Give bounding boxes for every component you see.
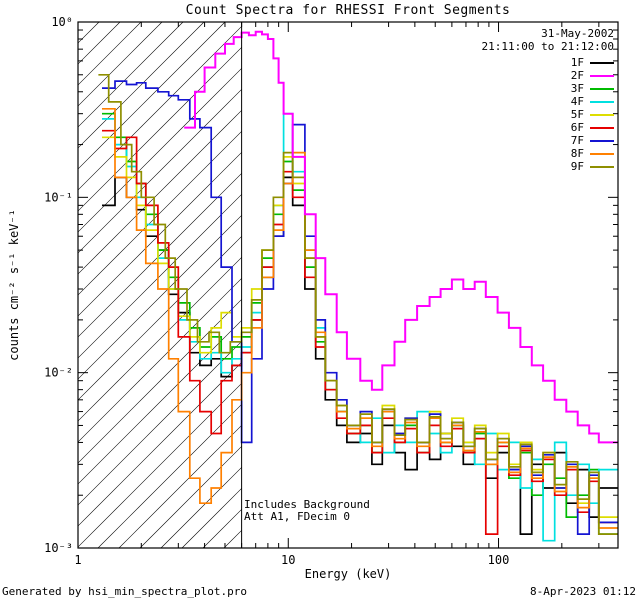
legend-line-sample [590,152,614,155]
legend-line-sample [590,113,614,116]
legend-label: 8F [570,147,584,160]
y-tick-label: 10⁻² [44,366,73,380]
tick-labels: 1 10 100 10⁻³ 10⁻² 10⁻¹ 10⁰ [44,15,509,567]
x-tick-label: 1 [74,553,81,567]
legend-line-sample [590,100,614,103]
legend-row-4F: 4F [571,95,614,108]
y-tick-label: 10⁻³ [44,541,73,555]
legend-row-2F: 2F [571,69,614,82]
legend-label: 6F [570,121,584,134]
chart-title: Count Spectra for RHESSI Front Segments [185,3,511,18]
legend-row-6F: 6F [571,121,614,134]
legend-label: 1F [570,56,584,69]
series-4F [102,112,618,542]
series-2F [184,30,618,444]
legend-label: 5F [570,108,584,121]
legend-label: 2F [570,69,584,82]
series-6F [102,129,618,535]
detector-legend: 1F 2F 3F 4F 5F 6F 7F 8F 9F [571,56,614,173]
legend-label: 4F [570,95,584,108]
generation-timestamp: 8-Apr-2023 01:12 [530,585,636,598]
legend-row-9F: 9F [571,160,614,173]
legend-row-3F: 3F [571,82,614,95]
generated-by-text: Generated by hsi_min_spectra_plot.pro [2,585,248,598]
legend-row-7F: 7F [571,134,614,147]
legend-line-sample [590,139,614,142]
y-tick-label: 10⁻¹ [44,190,73,204]
y-axis-label: counts cm⁻² s⁻¹ keV⁻¹ [7,209,21,361]
legend-row-5F: 5F [571,108,614,121]
legend-label: 3F [570,82,584,95]
observation-time-range: 21:11:00 to 21:12:00 [481,40,614,53]
legend-row-1F: 1F [571,56,614,69]
series-7F [102,80,618,535]
axis-ticks [77,21,618,549]
series-3F [102,112,618,535]
y-tick-label: 10⁰ [51,15,73,29]
plot-frame [77,21,619,549]
legend-line-sample [590,165,614,168]
observation-date: 31-May-2002 [541,27,614,40]
x-axis-label: Energy (keV) [304,567,392,581]
attenuator-state-annotation: Att A1, FDecim 0 [244,510,350,523]
legend-line-sample [590,61,614,64]
legend-line-sample [590,74,614,77]
series-group [98,30,618,542]
legend-line-sample [590,126,614,129]
series-9F [98,73,618,535]
legend-label: 9F [570,160,584,173]
hatch-region [78,22,242,548]
legend-label: 7F [570,134,584,147]
legend-line-sample [590,87,614,90]
legend-row-8F: 8F [571,147,614,160]
x-tick-label: 10 [281,553,295,567]
x-tick-label: 100 [488,553,510,567]
includes-background-annotation: Includes Background [244,498,370,511]
